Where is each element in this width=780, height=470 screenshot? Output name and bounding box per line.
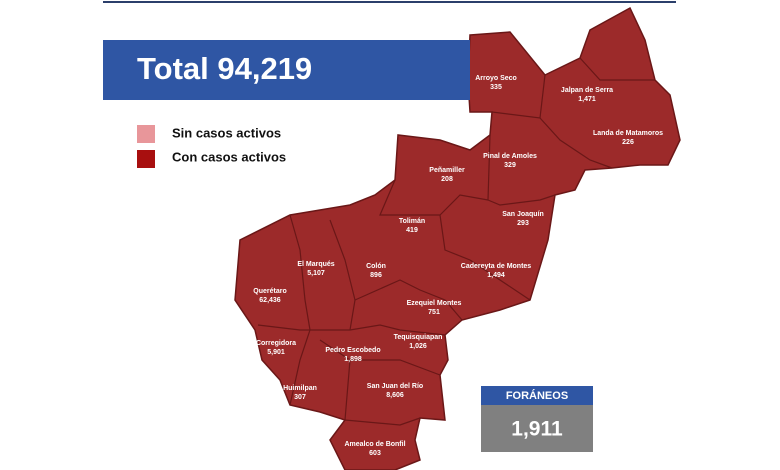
municipality-cases: 1,898 (344, 356, 362, 363)
municipality-name: Tequisquiapan (394, 334, 443, 341)
border (344, 417, 421, 426)
municipality-name: Cadereyta de Montes (461, 263, 532, 270)
municipality-cases: 1,494 (487, 272, 505, 279)
legend-label: Con casos activos (172, 149, 286, 164)
foraneos-value: 1,911 (511, 418, 563, 441)
municipality-name: San Juan del Río (367, 383, 423, 390)
municipality-name: Amealco de Bonfil (344, 441, 405, 448)
municipality-cases: 307 (294, 394, 306, 401)
municipality-name: Tolimán (399, 218, 425, 225)
municipality-labels: Arroyo Seco 335 Jalpan de Serra 1,471 Landa … (253, 75, 663, 457)
municipality-name: Landa de Matamoros (593, 130, 663, 137)
border (289, 214, 311, 406)
foraneos-box (481, 405, 593, 452)
border (539, 117, 613, 169)
municipality-cases: 62,436 (259, 297, 281, 304)
municipality-name: Pedro Escobedo (325, 347, 380, 354)
legend-swatch (137, 150, 155, 168)
border (329, 219, 356, 331)
legend-swatch (137, 125, 155, 143)
municipal-borders (257, 57, 655, 426)
municipality-cases: 5,107 (307, 270, 325, 277)
municipality-cases: 329 (504, 162, 516, 169)
municipality-name: Huimilpan (283, 385, 317, 392)
municipality-cases: 896 (370, 272, 382, 279)
border (439, 214, 531, 301)
border (487, 134, 556, 206)
municipality-cases: 419 (406, 227, 418, 234)
foraneos-label: FORÁNEOS (506, 389, 568, 402)
municipality-cases: 8,606 (386, 392, 404, 399)
foraneos-header (481, 386, 593, 405)
municipality-cases: 1,026 (409, 343, 427, 350)
municipality-name: Pinal de Amoles (483, 153, 537, 160)
municipality-name: Colón (366, 263, 386, 270)
municipality-cases: 1,471 (578, 96, 596, 103)
municipality-cases: 5,901 (267, 349, 285, 356)
municipality-name: Jalpan de Serra (561, 87, 613, 94)
municipality-name: Arroyo Seco (475, 75, 517, 82)
state-outline (234, 6, 681, 470)
municipality-cases: 603 (369, 450, 381, 457)
municipality-cases: 751 (428, 309, 440, 316)
border (350, 359, 441, 376)
border (257, 324, 446, 336)
title-banner (103, 40, 470, 100)
title: Total 94,219 (137, 51, 312, 86)
municipality-name: Corregidora (256, 340, 296, 347)
municipality-name: San Joaquín (502, 211, 544, 218)
legend-label: Sin casos activos (172, 125, 281, 140)
municipality-name: El Marqués (297, 261, 334, 268)
state-map: Arroyo Seco 335 Jalpan de Serra 1,471 Landa … (234, 6, 681, 470)
municipality-name: Querétaro (253, 288, 286, 295)
municipality-cases: 335 (490, 84, 502, 91)
municipality-cases: 208 (441, 176, 453, 183)
municipality-name: Peñamiller (429, 167, 465, 174)
municipality-cases: 226 (622, 139, 634, 146)
border (579, 57, 655, 81)
municipality-cases: 293 (517, 220, 529, 227)
municipality-name: Ezequiel Montes (407, 300, 462, 307)
border (354, 279, 463, 321)
